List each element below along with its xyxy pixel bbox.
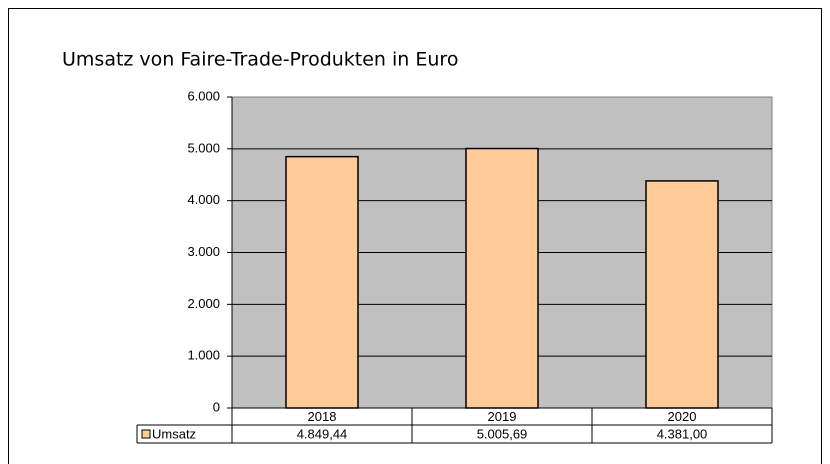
bar	[645, 180, 719, 409]
x-tick-label: 2020	[668, 409, 697, 424]
x-tick-label: 2019	[488, 409, 517, 424]
y-tick-label: 6.000	[187, 88, 220, 103]
y-tick-label: 5.000	[187, 140, 220, 155]
chart-title: Umsatz von Faire-Trade-Produkten in Euro	[62, 49, 458, 71]
y-tick-label: 4.000	[187, 192, 220, 207]
table-value: 4.381,00	[657, 426, 708, 441]
table-value: 4.849,44	[297, 426, 348, 441]
table-value: 5.005,69	[477, 426, 528, 441]
y-tick-label: 3.000	[187, 244, 220, 259]
legend-swatch	[141, 429, 151, 439]
bar	[285, 155, 359, 409]
legend-label: Umsatz	[152, 426, 196, 441]
y-tick-label: 2.000	[187, 296, 220, 311]
y-tick-label: 1.000	[187, 348, 220, 363]
y-tick-label: 0	[213, 399, 220, 414]
x-tick-label: 2018	[308, 409, 337, 424]
bar	[465, 147, 539, 409]
